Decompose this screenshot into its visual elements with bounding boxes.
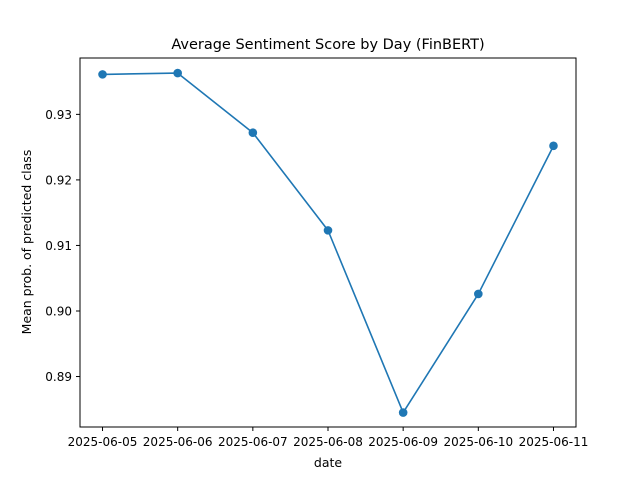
y-axis-label: Mean prob. of predicted class [19, 150, 34, 335]
y-tick-label: 0.92 [45, 173, 72, 187]
plot-frame [79, 57, 577, 428]
data-point [549, 141, 558, 151]
y-tick-label: 0.89 [45, 370, 72, 384]
plot-area [79, 57, 577, 428]
y-tick-label: 0.93 [45, 108, 72, 122]
x-tick-label: 2025-06-07 [218, 435, 288, 449]
data-point [398, 408, 408, 417]
y-axis: 0.89 0.90 0.91 0.92 0.93 [45, 108, 80, 384]
x-tick-label: 2025-06-09 [368, 435, 438, 449]
x-tick-label: 2025-06-05 [68, 435, 138, 449]
x-tick-label: 2025-06-10 [443, 435, 513, 449]
x-tick-label: 2025-06-08 [293, 435, 363, 449]
chart-title: Average Sentiment Score by Day (FinBERT) [171, 37, 484, 53]
data-point [474, 289, 483, 299]
data-point [248, 128, 258, 138]
x-axis: 2025-06-05 2025-06-06 2025-06-07 2025-06-08… [68, 427, 589, 449]
y-tick-label: 0.90 [45, 304, 72, 318]
data-point [98, 70, 107, 79]
series-line [102, 72, 555, 414]
data-point [323, 226, 333, 235]
x-tick-label: 2025-06-06 [143, 435, 213, 449]
x-tick-label: 2025-06-11 [519, 435, 589, 449]
x-axis-label: date [314, 455, 342, 470]
y-tick-label: 0.91 [45, 239, 72, 253]
data-point [173, 68, 182, 78]
series-layer [98, 68, 558, 417]
